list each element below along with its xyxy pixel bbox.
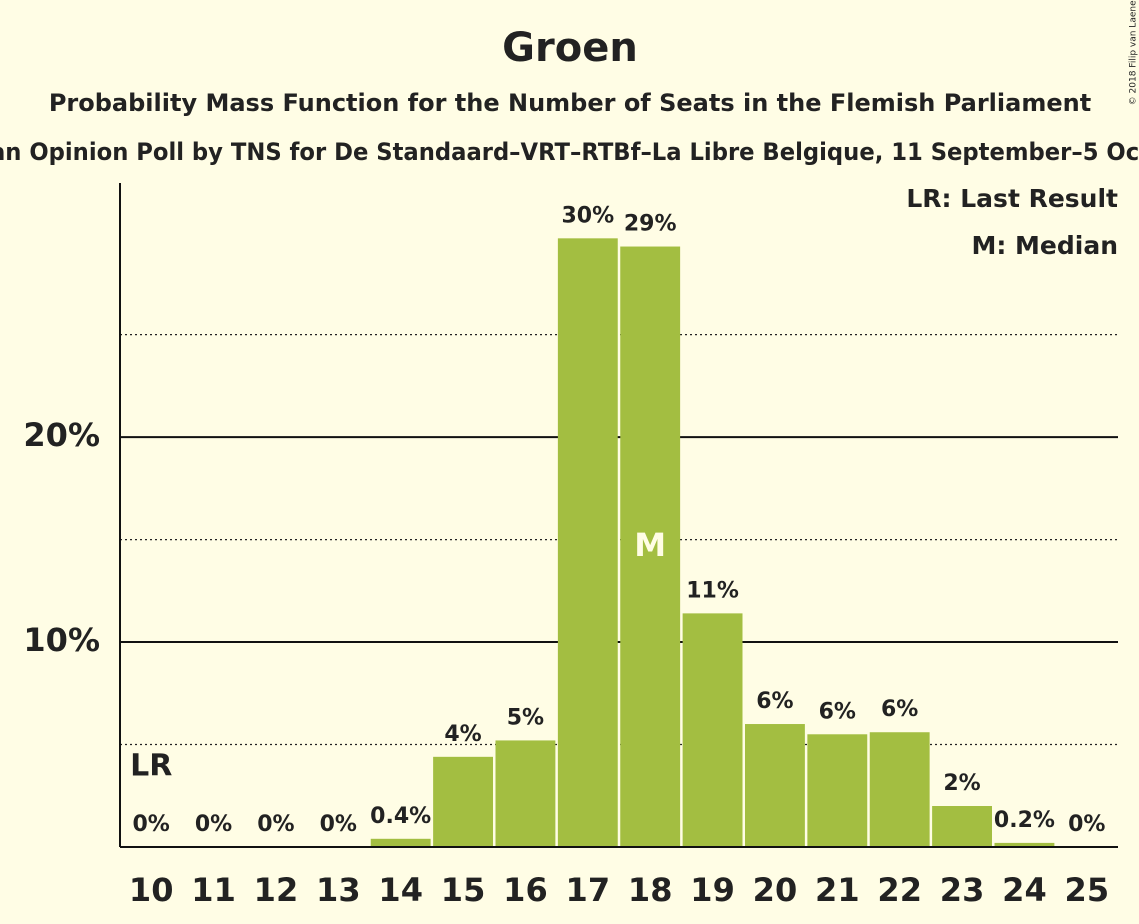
- x-tick-label: 13: [316, 871, 361, 909]
- value-label: 6%: [756, 689, 793, 714]
- bar: [932, 806, 993, 847]
- value-label: 0.2%: [994, 808, 1055, 833]
- x-tick-label: 16: [503, 871, 548, 909]
- last-result-marker: LR: [130, 749, 172, 784]
- x-tick-label: 25: [1065, 871, 1110, 909]
- bar: [807, 734, 868, 847]
- legend-entry: LR: Last Result: [906, 184, 1118, 213]
- value-label: 2%: [943, 771, 980, 796]
- x-tick-label: 21: [815, 871, 860, 909]
- bar: [370, 838, 431, 847]
- chart-subtitle-2: an Opinion Poll by TNS for De Standaard–…: [0, 138, 1139, 166]
- copyright: © 2018 Filip van Laenen: [1129, 0, 1139, 105]
- value-label: 4%: [444, 722, 481, 747]
- chart-title: Groen: [502, 25, 638, 71]
- bar: [869, 732, 930, 847]
- chart-subtitle: Probability Mass Function for the Number…: [49, 89, 1091, 117]
- value-label: 5%: [507, 705, 544, 730]
- x-tick-label: 19: [690, 871, 735, 909]
- median-marker: M: [634, 526, 666, 564]
- value-label: 6%: [881, 697, 918, 722]
- bar: [744, 724, 805, 847]
- y-tick-label: 10%: [23, 621, 100, 659]
- value-label: 0%: [257, 812, 294, 837]
- x-tick-label: 17: [566, 871, 611, 909]
- value-label: 30%: [561, 203, 614, 228]
- value-label: 29%: [624, 212, 677, 237]
- value-label: 0.4%: [370, 804, 431, 829]
- bar: [433, 756, 494, 847]
- x-tick-label: 14: [378, 871, 423, 909]
- value-label: 0%: [320, 812, 357, 837]
- value-label: 6%: [819, 699, 856, 724]
- x-tick-label: 24: [1002, 871, 1047, 909]
- value-label: 0%: [133, 812, 170, 837]
- value-label: 11%: [686, 578, 739, 603]
- bar: [495, 740, 556, 847]
- value-label: 0%: [195, 812, 232, 837]
- x-tick-label: 11: [191, 871, 236, 909]
- x-tick-label: 12: [254, 871, 299, 909]
- value-label: 0%: [1068, 812, 1105, 837]
- x-tick-label: 18: [628, 871, 673, 909]
- x-tick-label: 22: [877, 871, 922, 909]
- x-tick-label: 23: [940, 871, 985, 909]
- x-tick-label: 15: [441, 871, 486, 909]
- x-tick-label: 20: [753, 871, 798, 909]
- x-tick-label: 10: [129, 871, 174, 909]
- legend-entry: M: Median: [971, 231, 1118, 260]
- bar: [620, 246, 681, 847]
- bar: [557, 238, 618, 848]
- bar: [994, 842, 1055, 847]
- y-tick-label: 20%: [23, 416, 100, 454]
- bar: [682, 613, 743, 847]
